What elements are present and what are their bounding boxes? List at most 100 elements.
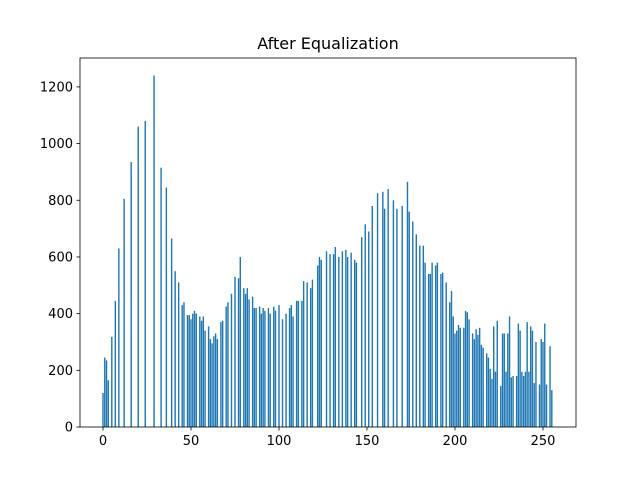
- bar: [487, 357, 490, 427]
- bar: [549, 346, 551, 427]
- bar: [494, 371, 497, 427]
- bar: [111, 336, 113, 427]
- bar: [325, 251, 328, 427]
- bar: [243, 288, 245, 427]
- bar: [457, 324, 460, 427]
- bar: [188, 315, 190, 427]
- bar: [297, 300, 300, 427]
- bar: [251, 296, 254, 427]
- bar: [493, 326, 495, 427]
- plot-frame: [79, 57, 577, 428]
- bar: [361, 237, 363, 427]
- bar: [452, 316, 454, 427]
- bar: [429, 273, 432, 427]
- bar: [475, 329, 477, 427]
- bar: [165, 187, 168, 427]
- y-tick-label: 800: [48, 194, 73, 209]
- bar: [246, 288, 249, 427]
- bar: [255, 307, 257, 427]
- bar: [290, 305, 293, 427]
- bar: [264, 310, 266, 427]
- bar: [371, 205, 373, 427]
- bar: [440, 273, 442, 427]
- y-tick-label: 1200: [40, 80, 73, 95]
- bar: [464, 310, 467, 427]
- bar: [334, 247, 337, 427]
- bar: [512, 375, 514, 427]
- bar: [510, 377, 513, 427]
- bar: [341, 251, 344, 427]
- bar: [463, 327, 465, 427]
- bar: [102, 392, 104, 427]
- bar: [104, 357, 106, 427]
- bar: [278, 305, 280, 427]
- bar: [202, 316, 205, 427]
- bar: [262, 307, 264, 427]
- bar: [309, 288, 312, 427]
- bar: [408, 211, 410, 427]
- bar: [422, 245, 425, 427]
- bar: [177, 282, 180, 427]
- bar: [281, 319, 284, 427]
- y-tick-label: 400: [48, 307, 73, 322]
- bar: [225, 306, 227, 427]
- bar: [267, 307, 270, 427]
- bar: [480, 344, 483, 427]
- bar: [285, 313, 287, 427]
- bar: [144, 120, 146, 427]
- bar: [445, 282, 447, 427]
- bar: [253, 307, 256, 427]
- bar: [503, 333, 505, 427]
- bar: [186, 315, 189, 427]
- bar: [477, 334, 479, 427]
- bar: [200, 320, 203, 427]
- bar: [332, 254, 335, 427]
- bar: [204, 330, 206, 427]
- bar: [123, 198, 125, 427]
- bar: [105, 360, 108, 427]
- bar: [482, 347, 484, 427]
- bar: [489, 368, 491, 427]
- bar: [207, 326, 210, 427]
- bar: [114, 300, 117, 427]
- bar: [364, 224, 366, 427]
- bar: [181, 305, 183, 427]
- bar: [441, 272, 444, 427]
- bar: [538, 384, 541, 427]
- y-tick-label: 200: [48, 364, 73, 379]
- x-tick-label: 250: [531, 434, 556, 449]
- bar: [515, 375, 518, 427]
- bar: [302, 281, 305, 427]
- bar: [239, 256, 241, 427]
- bar: [317, 265, 319, 427]
- bar: [274, 310, 277, 427]
- bar: [533, 383, 535, 427]
- bar: [269, 313, 271, 427]
- y-tick-label: 0: [65, 421, 73, 436]
- bar: [427, 273, 430, 427]
- bar: [193, 310, 196, 427]
- chart-title: After Equalization: [257, 34, 398, 53]
- bar: [412, 221, 414, 427]
- bar: [130, 162, 132, 427]
- bar: [338, 256, 340, 427]
- bar: [368, 231, 370, 427]
- bar: [392, 200, 395, 427]
- bar: [542, 341, 544, 427]
- x-tick-label: 100: [267, 434, 292, 449]
- bar: [383, 208, 386, 427]
- bar: [508, 316, 511, 427]
- x-tick-label: 200: [443, 434, 468, 449]
- bar: [118, 248, 120, 427]
- bar: [545, 384, 548, 427]
- bar: [434, 265, 437, 427]
- y-tick-label: 600: [48, 250, 73, 265]
- bar: [190, 319, 192, 427]
- bar: [258, 306, 261, 427]
- bar: [521, 371, 523, 427]
- bar: [382, 191, 384, 427]
- bar: [199, 316, 201, 427]
- bar: [468, 319, 470, 427]
- bar: [230, 293, 233, 427]
- bar: [473, 339, 476, 427]
